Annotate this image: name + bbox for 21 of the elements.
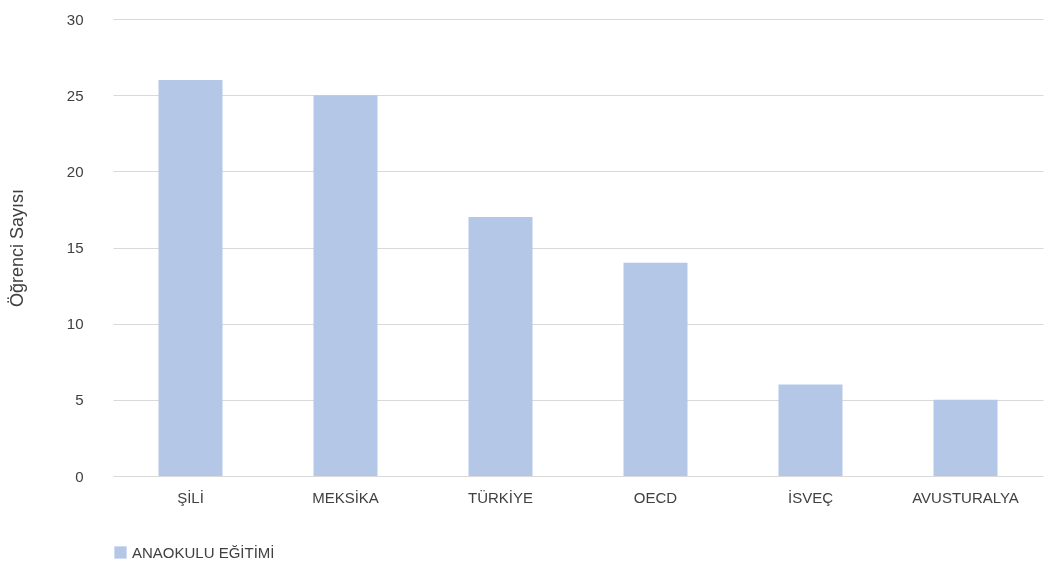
x-tick-label: MEKSİKA	[312, 488, 379, 506]
x-tick-label: AVUSTURALYA	[912, 488, 1019, 506]
y-tick-label: 5	[75, 391, 84, 409]
bar	[623, 262, 688, 476]
y-tick-label: 10	[66, 315, 84, 333]
bar	[468, 217, 533, 476]
y-axis-title: Öğrenci Sayısı	[6, 188, 27, 308]
y-tick-label: 30	[66, 10, 84, 28]
y-tick-label: 15	[66, 239, 84, 256]
y-tick-label: 25	[66, 86, 84, 104]
bar	[158, 79, 223, 476]
bar	[778, 384, 843, 476]
bar	[313, 95, 378, 476]
x-tick-label: İSVEÇ	[787, 488, 834, 506]
y-tick-label: 20	[66, 162, 84, 180]
x-tick-label: TÜRKİYE	[467, 488, 534, 506]
x-tick-label: OECD	[633, 488, 678, 506]
bar	[933, 399, 998, 476]
y-tick-label: 0	[75, 467, 84, 485]
legend-label: ANAOKULU EĞİTİMİ	[132, 543, 275, 561]
x-tick-label: ŞİLİ	[177, 488, 204, 506]
